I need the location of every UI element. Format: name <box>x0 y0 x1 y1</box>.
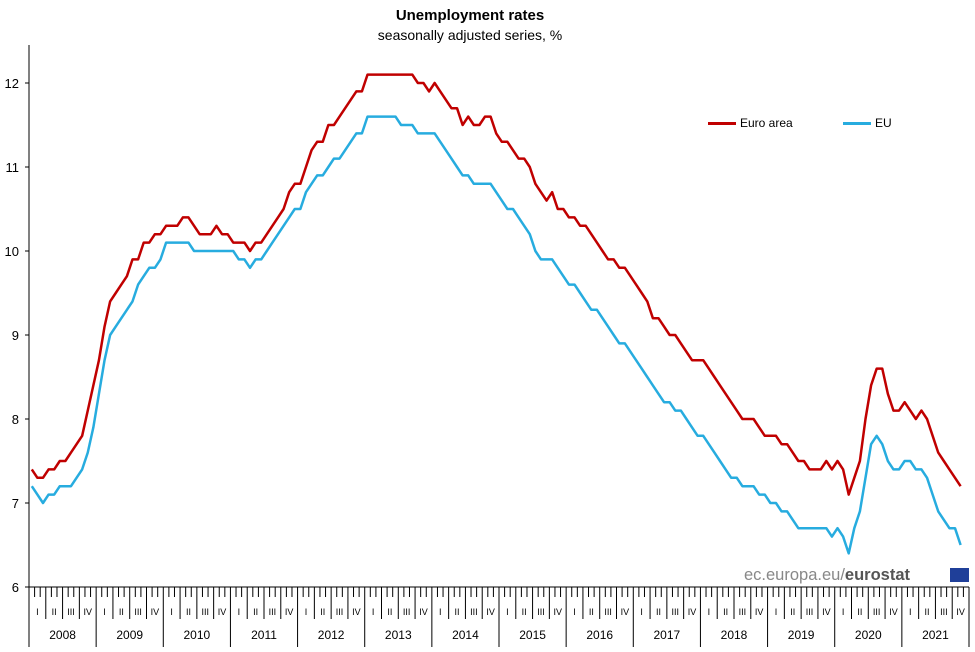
x-quarter-label: III <box>806 607 814 617</box>
y-tick-label: 12 <box>5 76 19 91</box>
x-quarter-label: II <box>656 607 661 617</box>
x-quarter-label: IV <box>419 607 428 617</box>
x-quarter-label: II <box>186 607 191 617</box>
x-year-label: 2020 <box>855 628 882 642</box>
x-quarter-label: III <box>940 607 948 617</box>
x-quarter-label: II <box>119 607 124 617</box>
x-quarter-label: I <box>36 607 39 617</box>
x-year-label: 2011 <box>251 628 277 642</box>
x-quarter-label: III <box>403 607 411 617</box>
x-quarter-label: II <box>52 607 57 617</box>
x-quarter-label: I <box>103 607 106 617</box>
x-quarter-label: III <box>67 607 75 617</box>
x-year-label: 2014 <box>452 628 479 642</box>
x-quarter-label: I <box>238 607 241 617</box>
legend-item-eu: EU <box>843 116 892 130</box>
legend-swatch-eu <box>843 121 871 125</box>
series-line-euro-area <box>30 73 962 496</box>
series-layer <box>30 73 962 555</box>
y-tick-label: 9 <box>12 328 19 343</box>
x-year-label: 2008 <box>49 628 76 642</box>
x-quarter-label: II <box>723 607 728 617</box>
source-prefix: ec.europa.eu/ <box>744 566 845 584</box>
x-quarter-label: III <box>873 607 881 617</box>
x-quarter-label: I <box>372 607 375 617</box>
y-tick-label: 7 <box>12 496 19 511</box>
x-year-label: 2016 <box>586 628 613 642</box>
legend-label-euro-area: Euro area <box>740 116 793 130</box>
x-quarter-label: IV <box>83 607 92 617</box>
y-tick-label: 6 <box>12 580 19 595</box>
x-quarter-label: III <box>470 607 478 617</box>
x-quarter-label: III <box>739 607 747 617</box>
x-quarter-label: I <box>842 607 845 617</box>
x-quarter-label: IV <box>553 607 562 617</box>
chart-title: Unemployment rates <box>395 7 545 24</box>
x-quarter-label: III <box>269 607 277 617</box>
x-quarter-label: II <box>790 607 795 617</box>
y-tick-label: 10 <box>5 244 19 259</box>
x-year-label: 2013 <box>385 628 412 642</box>
x-quarter-label: IV <box>755 607 764 617</box>
x-quarter-label: I <box>708 607 711 617</box>
x-quarter-label: II <box>387 607 392 617</box>
x-quarter-label: IV <box>486 607 495 617</box>
legend-swatch-euro-area <box>708 121 736 125</box>
x-year-label: 2010 <box>184 628 211 642</box>
x-quarter-label: II <box>455 607 460 617</box>
source-credit[interactable]: ec.europa.eu/eurostat <box>744 566 910 585</box>
x-quarter-label: III <box>537 607 545 617</box>
legend-label-eu: EU <box>875 116 892 130</box>
x-quarter-label: IV <box>621 607 630 617</box>
x-quarter-label: I <box>640 607 643 617</box>
x-quarter-label: IV <box>285 607 294 617</box>
x-quarter-label: II <box>320 607 325 617</box>
x-quarter-label: IV <box>822 607 831 617</box>
x-year-label: 2017 <box>654 628 681 642</box>
x-quarter-label: IV <box>151 607 160 617</box>
x-quarter-label: I <box>506 607 509 617</box>
x-quarter-label: I <box>775 607 778 617</box>
y-tick-label: 8 <box>12 412 19 427</box>
y-axis: 6 7 8 9 10 11 12 <box>5 45 30 595</box>
x-quarter-label: III <box>201 607 209 617</box>
x-quarter-label: II <box>522 607 527 617</box>
x-quarter-label: III <box>671 607 679 617</box>
x-year-label: 2012 <box>318 628 345 642</box>
x-year-label: 2018 <box>721 628 748 642</box>
x-year-label: 2021 <box>922 628 949 642</box>
x-quarter-label: IV <box>688 607 697 617</box>
x-axis: I II III IV I II III IV I II III IV I II III IV I II III IV… <box>28 586 970 647</box>
x-quarter-label: IV <box>218 607 227 617</box>
x-quarter-label: IV <box>956 607 965 617</box>
x-year-label: 2019 <box>788 628 815 642</box>
eu-flag-icon <box>950 568 969 582</box>
x-quarter-label: II <box>589 607 594 617</box>
series-line-eu <box>30 115 962 555</box>
x-quarter-label: III <box>134 607 142 617</box>
chart-subtitle: seasonally adjusted series, % <box>377 27 563 43</box>
x-quarter-label: I <box>305 607 308 617</box>
x-quarter-label: IV <box>889 607 898 617</box>
legend-item-euro-area: Euro area <box>708 116 793 130</box>
x-quarter-label: II <box>925 607 930 617</box>
source-brand: eurostat <box>844 566 911 584</box>
x-quarter-label: III <box>604 607 612 617</box>
y-tick-label: 11 <box>6 160 20 175</box>
x-quarter-label: I <box>439 607 442 617</box>
x-quarter-label: I <box>573 607 576 617</box>
x-quarter-label: I <box>170 607 173 617</box>
x-year-label: 2015 <box>519 628 546 642</box>
x-quarter-label: II <box>253 607 258 617</box>
x-quarter-label: II <box>857 607 862 617</box>
x-quarter-label: III <box>336 607 344 617</box>
x-year-label: 2009 <box>116 628 143 642</box>
x-quarter-label: IV <box>352 607 361 617</box>
x-quarter-label: I <box>909 607 912 617</box>
